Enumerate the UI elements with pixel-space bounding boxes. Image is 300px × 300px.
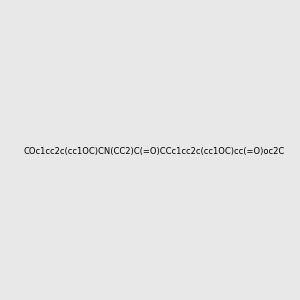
- Text: COc1cc2c(cc1OC)CN(CC2)C(=O)CCc1cc2c(cc1OC)cc(=O)oc2C: COc1cc2c(cc1OC)CN(CC2)C(=O)CCc1cc2c(cc1O…: [23, 147, 284, 156]
